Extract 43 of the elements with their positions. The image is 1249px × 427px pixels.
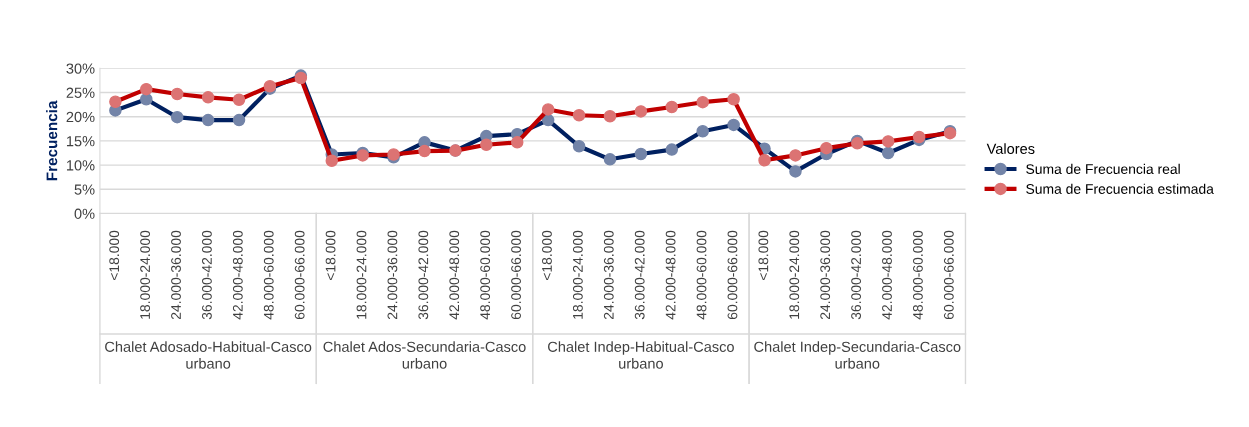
legend-label: Suma de Frecuencia estimada (1026, 183, 1214, 194)
text: Chalet Adosado-Habitual-Casco urbano (105, 341, 312, 369)
x-tick-label: <18.000 (325, 230, 336, 281)
x-tick-label: 48.000-60.000 (696, 230, 707, 320)
text: Chalet Indep-Habitual-Casco urbano (548, 341, 734, 369)
text: Chalet Ados-Secundaria-Casco urbano (323, 341, 526, 369)
y-tick-label: 15% (66, 136, 95, 147)
y-tick-label: 30% (66, 63, 95, 74)
x-tick-label: 60.000-66.000 (511, 230, 521, 320)
x-tick-label: 24.000-36.000 (387, 230, 398, 320)
x-tick-label: 36.000-42.000 (418, 230, 429, 320)
x-tick-label: 36.000-42.000 (851, 230, 862, 320)
y-tick-label: 5% (74, 184, 95, 195)
x-tick-label: 18.000-24.000 (140, 230, 151, 319)
x-tick-label: 24.000-36.000 (603, 230, 614, 320)
x-tick-label: 36.000-42.000 (202, 230, 212, 320)
x-tick-label: 60.000-66.000 (294, 230, 305, 320)
y-tick-label: 25% (66, 87, 95, 98)
y-tick-label: 0% (74, 208, 95, 219)
x-tick-label: 42.000-48.000 (232, 230, 243, 320)
x-tick-label: 60.000-66.000 (727, 230, 738, 320)
x-tick-label: 18.000-24.000 (572, 230, 583, 319)
x-tick-label: 24.000-36.000 (820, 230, 831, 320)
x-tick-label: 42.000-48.000 (665, 230, 676, 320)
x-tick-label: 42.000-48.000 (882, 230, 892, 320)
x-tick-label: 24.000-36.000 (171, 230, 181, 320)
legend-label: Suma de Frecuencia real (1026, 163, 1180, 174)
x-tick-label: 48.000-60.000 (480, 230, 491, 320)
text: Chalet Indep-Secundaria-Casco urbano (754, 341, 961, 369)
y-tick-label: 10% (66, 160, 95, 171)
x-tick-label: <18.000 (109, 230, 120, 281)
x-tick-label: 42.000-48.000 (449, 230, 460, 320)
y-axis-title: Frecuencia (46, 100, 58, 181)
x-tick-label: 60.000-66.000 (943, 230, 954, 320)
x-tick-label: 36.000-42.000 (634, 230, 645, 320)
legend-title: Valores (986, 143, 1035, 154)
x-tick-label: <18.000 (758, 230, 769, 281)
x-tick-label: 18.000-24.000 (356, 230, 367, 319)
y-tick-label: 20% (66, 111, 95, 123)
x-tick-label: 18.000-24.000 (789, 230, 800, 319)
x-tick-label: 48.000-60.000 (263, 230, 274, 320)
x-tick-label: 48.000-60.000 (913, 230, 923, 320)
x-tick-label: <18.000 (542, 230, 552, 281)
